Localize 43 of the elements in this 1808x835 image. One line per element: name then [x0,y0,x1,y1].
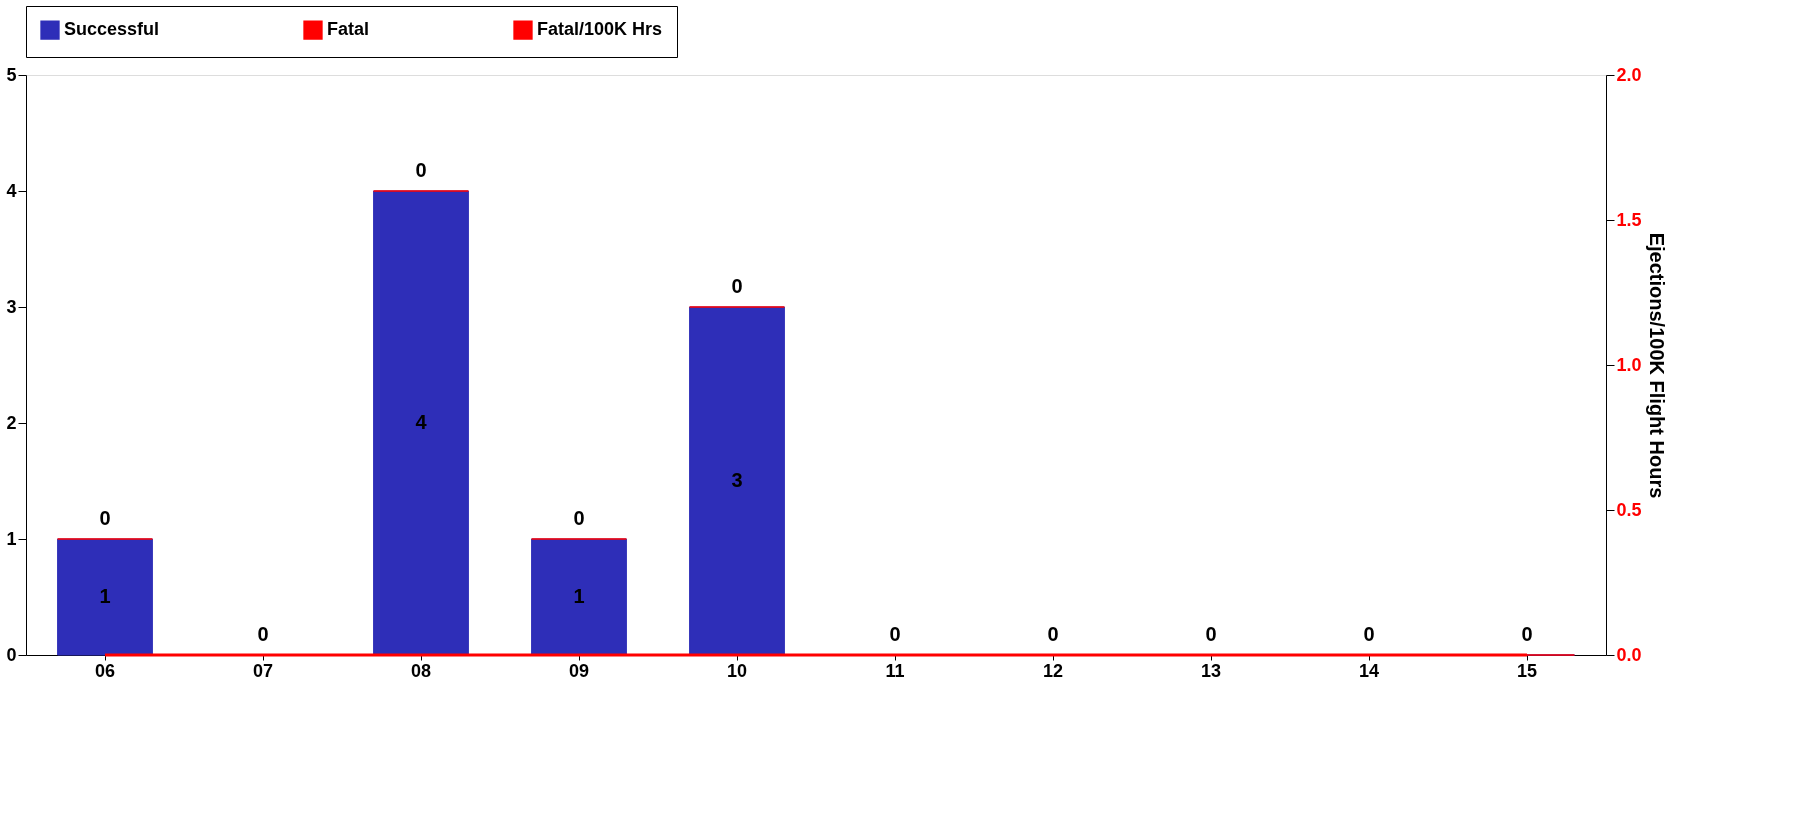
bar [57,538,153,656]
y-tick-label: 0 [6,644,17,665]
y2-tick-label: 1.5 [1616,209,1642,230]
data-label: 0 [1047,623,1059,645]
bar [531,538,627,656]
legend-label: Fatal [327,19,370,40]
data-label: 1 [573,585,585,607]
x-tick-label: 12 [1042,660,1064,681]
x-tick-label: 14 [1358,660,1380,681]
data-label: 1 [99,585,111,607]
data-label: 3 [731,469,743,491]
y2-axis-title: Ejections/100K Flight Hours [1645,232,1668,499]
y-tick-label: 1 [6,528,17,549]
data-label: 0 [415,159,427,181]
x-tick-label: 06 [94,660,116,681]
y2-tick-label: 0.0 [1616,644,1642,665]
y2-tick-label: 0.5 [1616,499,1642,520]
x-tick-label: 13 [1200,660,1222,681]
data-label: 0 [99,507,111,529]
x-tick-label: 07 [252,660,274,681]
data-label: 0 [257,623,269,645]
data-label: 0 [1205,623,1217,645]
x-tick-label: 10 [726,660,748,681]
y-tick-label: 4 [6,180,17,201]
data-label: 0 [731,275,743,297]
data-label: 0 [573,507,585,529]
data-label: 0 [1521,623,1533,645]
bar [689,306,785,656]
y2-tick-label: 1.0 [1616,354,1642,375]
data-label: 0 [1363,623,1375,645]
legend-label: Successful [64,19,160,40]
x-tick-label: 09 [568,660,590,681]
y-tick-label: 5 [6,64,17,85]
y2-tick-label: 2.0 [1616,64,1642,85]
data-label: 4 [415,411,428,433]
legend-label: Fatal/100K Hrs [537,19,663,40]
x-tick-label: 11 [885,660,905,681]
y-tick-label: 2 [6,412,17,433]
y-tick-label: 3 [6,296,17,317]
x-tick-label: 08 [410,660,432,681]
data-label: 0 [889,623,901,645]
x-tick-label: 15 [1516,660,1538,681]
bar [373,190,469,656]
